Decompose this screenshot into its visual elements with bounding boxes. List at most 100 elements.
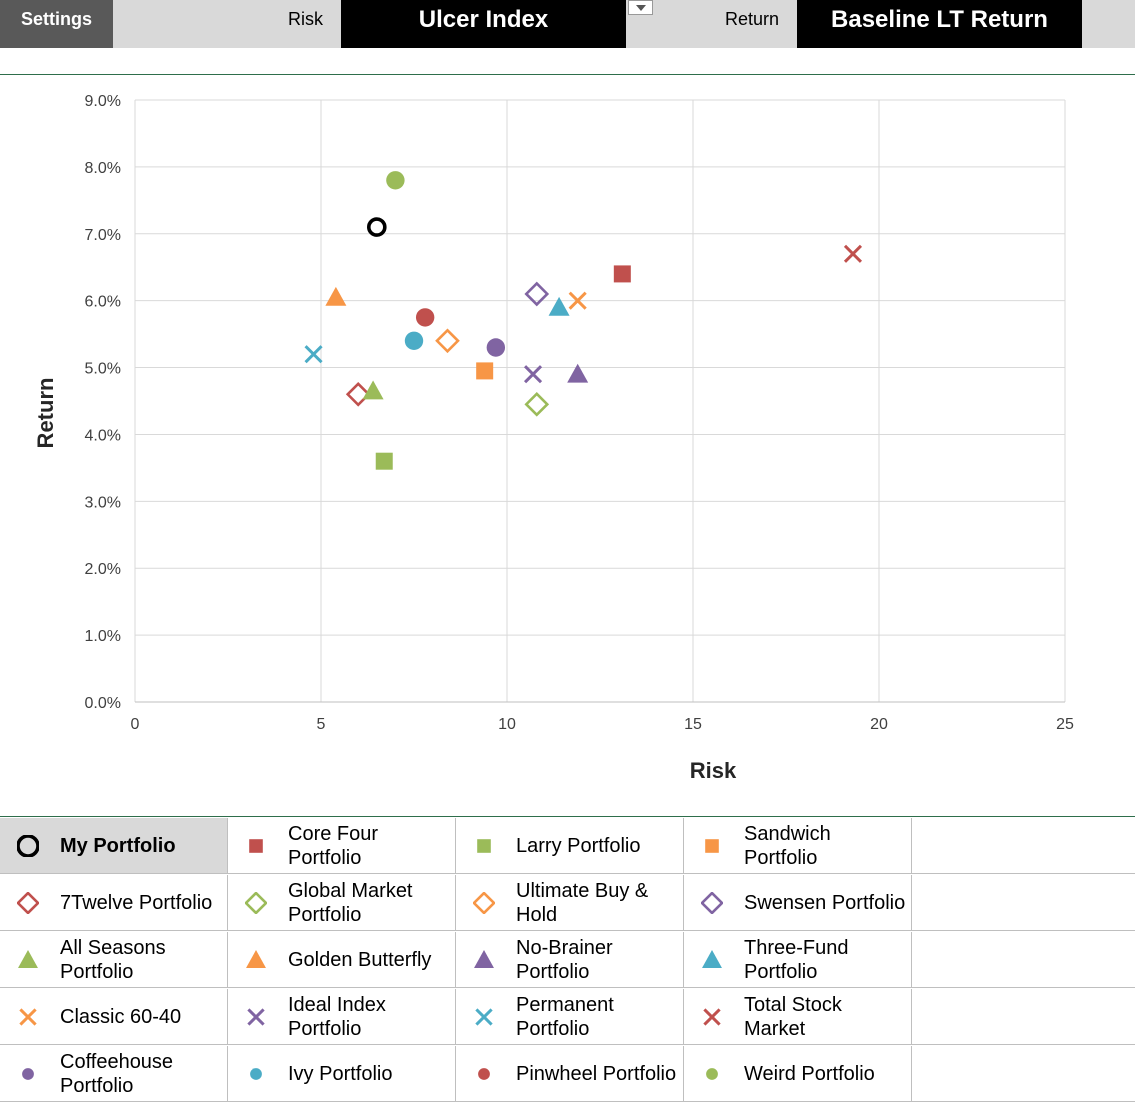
data-point-my-portfolio[interactable] [366, 217, 387, 237]
data-point-coffeehouse-portfolio[interactable] [486, 338, 506, 357]
dot-icon [478, 1068, 490, 1080]
legend-item-label: All Seasons Portfolio [60, 936, 166, 983]
legend-item-label: Swensen Portfolio [744, 891, 906, 914]
legend-item-ivy-portfolio[interactable]: Ivy Portfolio [228, 1046, 456, 1102]
legend-marker-shape [17, 892, 39, 914]
dot-icon [250, 1068, 262, 1080]
legend-item-permanent-portfolio[interactable]: Permanent Portfolio [456, 989, 684, 1045]
diamond-icon [701, 892, 723, 914]
legend-item-ultimate-buy-hold[interactable]: Ultimate Buy & Hold [456, 875, 684, 931]
legend-item-label: Weird Portfolio [744, 1062, 875, 1085]
x-tick-label: 20 [870, 716, 888, 733]
marker-x [568, 291, 587, 310]
legend-item-three-fund-portfolio[interactable]: Three-Fund Portfolio [684, 932, 912, 988]
x-mark-icon [475, 1008, 493, 1026]
legend-marker-shape [706, 1068, 718, 1080]
marker-x [523, 365, 543, 384]
legend-empty-cell [912, 875, 1135, 931]
legend-item-swensen-portfolio[interactable]: Swensen Portfolio [684, 875, 912, 931]
legend-item-coffeehouse-portfolio[interactable]: Coffeehouse Portfolio [0, 1046, 228, 1102]
legend-item-sandwich-portfolio[interactable]: Sandwich Portfolio [684, 818, 912, 874]
data-point-total-stock-market[interactable] [843, 244, 863, 263]
triangle-icon [702, 950, 722, 968]
data-point-ivy-portfolio[interactable] [404, 331, 424, 350]
legend-item-label: Total Stock Market [744, 993, 842, 1040]
legend-marker-shape [702, 950, 722, 968]
legend-item-weird-portfolio[interactable]: Weird Portfolio [684, 1046, 912, 1102]
x-tick-label: 0 [131, 716, 140, 733]
data-point-swensen-portfolio[interactable] [524, 281, 550, 307]
legend-marker-shape [478, 1068, 490, 1080]
legend-item-total-stock-market[interactable]: Total Stock Market [684, 989, 912, 1045]
legend-marker-shape [474, 950, 494, 968]
y-tick-label: 0.0% [85, 695, 121, 712]
legend-item-label: 7Twelve Portfolio [60, 891, 213, 914]
y-axis-title: Return [33, 378, 58, 449]
marker-triangle [362, 380, 384, 400]
data-point-no-brainer-portfolio[interactable] [567, 363, 589, 383]
legend-item-core-four-portfolio[interactable]: Core Four Portfolio [228, 818, 456, 874]
legend-item-no-brainer-portfolio[interactable]: No-Brainer Portfolio [456, 932, 684, 988]
data-point-ultimate-buy-hold[interactable] [435, 328, 460, 354]
square-icon [705, 839, 719, 853]
legend-item-my-portfolio[interactable]: My Portfolio [0, 818, 228, 874]
data-point-weird-portfolio[interactable] [386, 171, 405, 190]
return-measure-select[interactable]: Baseline LT Return [797, 0, 1082, 48]
legend-marker-shape [477, 839, 491, 853]
legend-marker-shape [475, 1008, 493, 1026]
chevron-down-icon[interactable] [628, 0, 653, 15]
y-tick-label: 4.0% [85, 427, 121, 444]
dot-icon [706, 1068, 718, 1080]
legend-item-7twelve-portfolio[interactable]: 7Twelve Portfolio [0, 875, 228, 931]
data-point-pinwheel-portfolio[interactable] [415, 308, 435, 327]
y-tick-label: 9.0% [85, 93, 121, 110]
legend-item-pinwheel-portfolio[interactable]: Pinwheel Portfolio [456, 1046, 684, 1102]
legend-item-label: Pinwheel Portfolio [516, 1062, 677, 1085]
legend-marker-shape [701, 892, 723, 914]
legend-item-ideal-index-portfolio[interactable]: Ideal Index Portfolio [228, 989, 456, 1045]
data-point-ideal-index-portfolio[interactable] [523, 365, 543, 384]
legend-item-all-seasons-portfolio[interactable]: All Seasons Portfolio [0, 932, 228, 988]
legend-item-global-market-portfolio[interactable]: Global Market Portfolio [228, 875, 456, 931]
x-mark-icon [703, 1008, 721, 1026]
data-point-all-seasons-portfolio[interactable] [362, 380, 384, 400]
risk-measure-select[interactable]: Ulcer Index [341, 0, 626, 48]
legend-marker-shape [473, 892, 495, 914]
legend-item-larry-portfolio[interactable]: Larry Portfolio [456, 818, 684, 874]
legend-marker-shape [22, 1068, 34, 1080]
legend-item-classic-60-40[interactable]: Classic 60-40 [0, 989, 228, 1045]
legend-empty-cell [912, 989, 1135, 1045]
data-point-three-fund-portfolio[interactable] [548, 296, 570, 316]
y-tick-label: 5.0% [85, 361, 121, 378]
legend-item-label: Ultimate Buy & Hold [516, 879, 649, 926]
legend-item-golden-butterfly[interactable]: Golden Butterfly [228, 932, 456, 988]
y-tick-label: 1.0% [85, 628, 121, 645]
data-point-golden-butterfly[interactable] [325, 286, 347, 306]
data-point-sandwich-portfolio[interactable] [476, 362, 494, 380]
legend-item-label: Three-Fund Portfolio [744, 936, 849, 983]
diamond-icon [473, 892, 495, 914]
x-mark-icon [19, 1008, 37, 1026]
data-point-larry-portfolio[interactable] [375, 452, 393, 470]
data-point-classic-60-40[interactable] [568, 291, 587, 310]
y-tick-label: 3.0% [85, 494, 121, 511]
dot-icon [22, 1068, 34, 1080]
legend-item-label: Golden Butterfly [288, 948, 432, 971]
chart-area: 0 5 10 15 20 25 0.0% 1.0% 2.0% 3.0% 4.0% 5.0% 6.0% 7.… [0, 74, 1135, 817]
data-point-core-four-portfolio[interactable] [613, 265, 631, 283]
marker-diamond-open [524, 392, 550, 417]
legend-item-label: No-Brainer Portfolio [516, 936, 613, 983]
legend-marker-shape [247, 1008, 265, 1026]
marker-circle [415, 308, 435, 327]
data-point-7twelve-portfolio[interactable] [345, 381, 371, 407]
marker-triangle [567, 363, 589, 383]
settings-button[interactable]: Settings [0, 0, 113, 48]
y-tick-label: 8.0% [85, 160, 121, 177]
data-point-global-market-portfolio[interactable] [524, 392, 550, 417]
legend-marker-shape [18, 950, 38, 968]
x-tick-label: 15 [684, 716, 702, 733]
triangle-icon [246, 950, 266, 968]
data-point-permanent-portfolio[interactable] [304, 345, 323, 364]
marker-square [613, 265, 631, 283]
x-tick-label: 10 [498, 716, 516, 733]
